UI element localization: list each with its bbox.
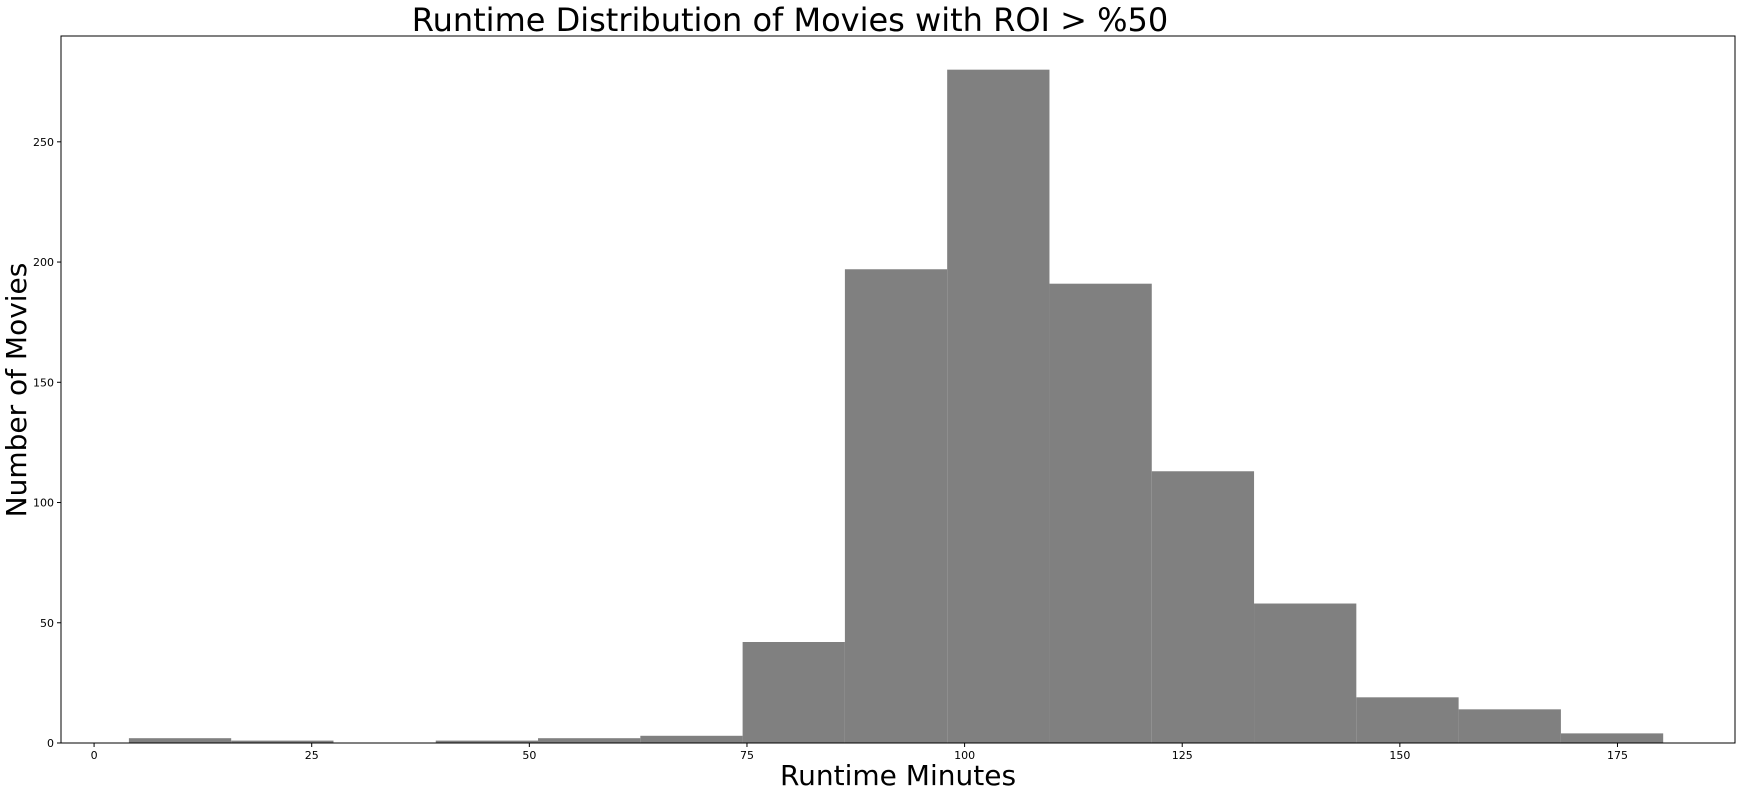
histogram-bar-13: [1458, 709, 1561, 743]
x-tick-label-100: 100: [954, 749, 975, 762]
x-tick-label-175: 175: [1607, 749, 1628, 762]
y-tick-label-100: 100: [33, 497, 54, 510]
bars-layer: [128, 69, 1664, 744]
y-axis-label: Number of Movies: [0, 263, 33, 518]
y-tick-label-0: 0: [47, 737, 54, 750]
histogram-bar-8: [947, 69, 1050, 744]
y-tick-label-150: 150: [33, 376, 54, 389]
histogram-bar-12: [1356, 697, 1459, 743]
x-tick-label-25: 25: [305, 749, 319, 762]
x-tick-label-150: 150: [1389, 749, 1410, 762]
y-axis-ticks: 0 50 100 150 200 250: [33, 136, 61, 750]
x-tick-label-50: 50: [522, 749, 536, 762]
histogram-bar-14: [1560, 733, 1664, 743]
plot-frame: [60, 35, 1736, 744]
x-tick-label-0: 0: [91, 749, 98, 762]
histogram-bar-5: [640, 735, 743, 743]
x-axis-label: Runtime Minutes: [780, 759, 1016, 792]
chart-title: Runtime Distribution of Movies with ROI …: [411, 1, 1169, 39]
histogram-bar-3: [435, 740, 539, 743]
y-tick-label-200: 200: [33, 256, 54, 269]
y-tick-label-50: 50: [40, 617, 54, 630]
x-axis-ticks: 0 25 50 75 100 125 150 175: [91, 743, 1628, 762]
x-tick-label-75: 75: [740, 749, 754, 762]
histogram-bar-1: [231, 740, 334, 743]
histogram-bar-7: [844, 269, 948, 743]
y-tick-label-250: 250: [33, 136, 54, 149]
histogram-bar-9: [1049, 283, 1152, 743]
histogram-bar-10: [1151, 471, 1255, 743]
histogram-bar-6: [742, 642, 845, 743]
histogram-bar-0: [128, 738, 232, 743]
histogram-bar-11: [1254, 603, 1357, 743]
histogram-bar-4: [538, 738, 641, 743]
x-tick-label-125: 125: [1172, 749, 1193, 762]
